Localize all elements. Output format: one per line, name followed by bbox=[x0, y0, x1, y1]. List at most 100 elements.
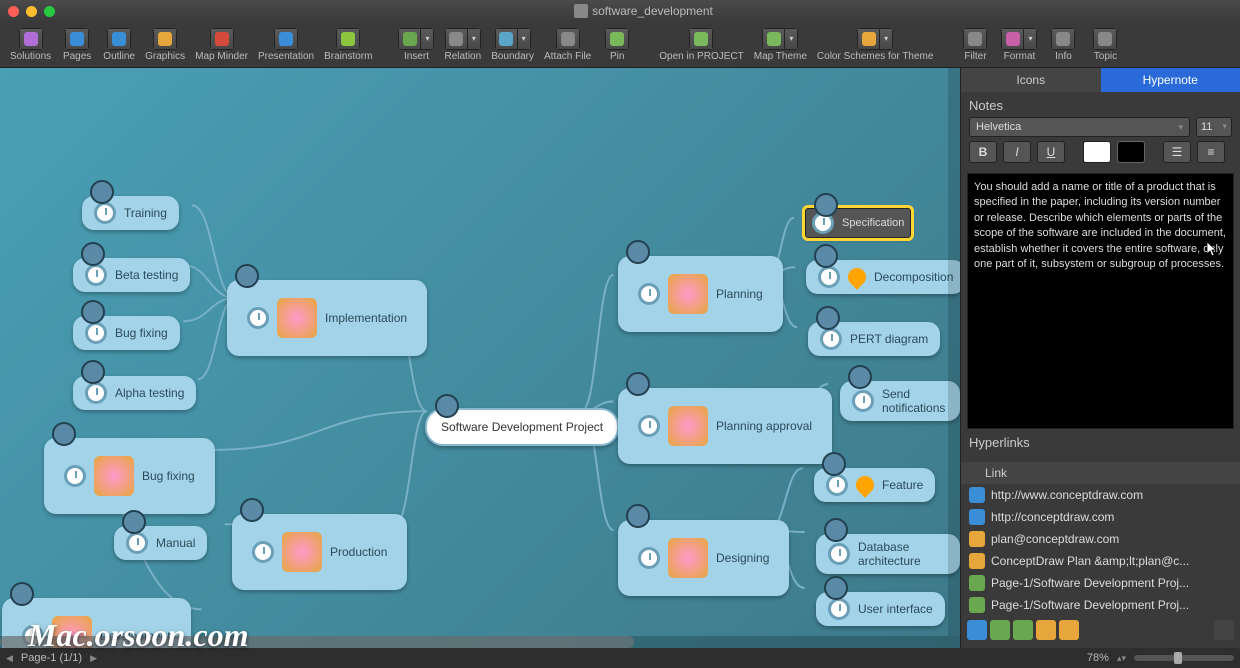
link-toolbar bbox=[961, 616, 1240, 644]
toolbar-colorschemes-button[interactable]: ▾Color Schemes for Theme bbox=[813, 26, 938, 64]
toolbar-boundary-button[interactable]: ▾Boundary bbox=[487, 26, 538, 64]
text-color-button[interactable] bbox=[1083, 141, 1111, 163]
page-next-button[interactable]: ▶ bbox=[90, 653, 97, 664]
node-dbarch[interactable]: Database architecture bbox=[816, 534, 960, 574]
toolbar-attachfile-button[interactable]: Attach File bbox=[540, 26, 595, 64]
toolbar-format-button[interactable]: ▾Format bbox=[997, 26, 1041, 64]
node-label: Training bbox=[124, 206, 167, 220]
link-column-header: Link bbox=[961, 462, 1240, 484]
toolbar-openinproject-button[interactable]: Open in PROJECT bbox=[655, 26, 747, 64]
toolbar-info-button[interactable]: Info bbox=[1043, 26, 1083, 64]
mindmap-canvas[interactable]: Software Development Project Implementati… bbox=[0, 68, 960, 648]
node-training[interactable]: Training bbox=[82, 196, 179, 230]
toolbar-maptheme-button[interactable]: ▾Map Theme bbox=[750, 26, 811, 64]
progress-badge-icon bbox=[10, 582, 34, 606]
toolbar-mapminder-button[interactable]: Map Minder bbox=[191, 26, 252, 64]
align-button[interactable]: ≡ bbox=[1197, 141, 1225, 163]
progress-badge-icon bbox=[235, 264, 259, 288]
node-designing[interactable]: Designing bbox=[618, 520, 789, 596]
hyperlink-row[interactable]: http://www.conceptdraw.com bbox=[961, 484, 1240, 506]
clock-icon bbox=[126, 532, 148, 554]
close-icon[interactable] bbox=[8, 6, 19, 17]
hyperlink-row[interactable]: Page-1/Software Development Proj... bbox=[961, 594, 1240, 616]
window-controls bbox=[8, 6, 55, 17]
zoom-stepper[interactable]: ▴▾ bbox=[1117, 653, 1126, 664]
node-label: PERT diagram bbox=[850, 332, 928, 346]
node-sendnotif[interactable]: Send notifications bbox=[840, 381, 960, 421]
node-decomposition[interactable]: Decomposition bbox=[806, 260, 960, 294]
node-production[interactable]: Production bbox=[232, 514, 407, 590]
tab-icons[interactable]: Icons bbox=[961, 68, 1101, 92]
toolbar-pages-button[interactable]: Pages bbox=[57, 26, 97, 64]
node-root[interactable]: Software Development Project bbox=[425, 408, 619, 446]
hyperlink-row[interactable]: ConceptDraw Plan &amp;lt;plan@c... bbox=[961, 550, 1240, 572]
link-text: plan@conceptdraw.com bbox=[991, 532, 1119, 546]
toolbar-solutions-button[interactable]: Solutions bbox=[6, 26, 55, 64]
list-button[interactable]: ☰ bbox=[1163, 141, 1191, 163]
toolbar-graphics-button[interactable]: Graphics bbox=[141, 26, 189, 64]
toolbar-pin-button[interactable]: Pin bbox=[597, 26, 637, 64]
notes-textarea[interactable]: You should add a name or title of a prod… bbox=[967, 173, 1234, 429]
hyperlink-row[interactable]: http://conceptdraw.com bbox=[961, 506, 1240, 528]
clock-icon bbox=[85, 382, 107, 404]
zoom-icon[interactable] bbox=[44, 6, 55, 17]
document-icon bbox=[574, 4, 588, 18]
node-bugfixing1[interactable]: Bug fixing bbox=[73, 316, 180, 350]
node-alphatesting[interactable]: Alpha testing bbox=[73, 376, 196, 410]
progress-badge-icon bbox=[90, 180, 114, 204]
scrollbar-vertical[interactable] bbox=[948, 68, 960, 636]
clock-icon bbox=[85, 264, 107, 286]
mouse-cursor-icon bbox=[1207, 242, 1219, 258]
toolbar-presentation-button[interactable]: Presentation bbox=[254, 26, 318, 64]
node-userinterface[interactable]: User interface bbox=[816, 592, 945, 626]
topic-illustration-icon bbox=[668, 538, 708, 578]
clock-icon bbox=[852, 390, 874, 412]
underline-button[interactable]: U bbox=[1037, 141, 1065, 163]
toolbar-relation-button[interactable]: ▾Relation bbox=[440, 26, 485, 64]
font-size-select[interactable]: 11▾ bbox=[1196, 117, 1232, 137]
minimize-icon[interactable] bbox=[26, 6, 37, 17]
node-implementation[interactable]: Implementation bbox=[227, 280, 427, 356]
node-bugfixing2[interactable]: Bug fixing bbox=[44, 438, 215, 514]
italic-button[interactable]: I bbox=[1003, 141, 1031, 163]
links-list: http://www.conceptdraw.comhttp://concept… bbox=[961, 484, 1240, 616]
bold-button[interactable]: B bbox=[969, 141, 997, 163]
clock-icon bbox=[828, 598, 850, 620]
add-file-link-icon[interactable] bbox=[1059, 620, 1079, 640]
node-label: Planning approval bbox=[716, 419, 812, 433]
font-family-select[interactable]: Helvetica▾ bbox=[969, 117, 1190, 137]
node-label: Feature bbox=[882, 478, 923, 492]
node-specification[interactable]: Specification bbox=[805, 208, 911, 238]
node-planningapproval[interactable]: Planning approval bbox=[618, 388, 832, 464]
add-mail-link-icon[interactable] bbox=[1036, 620, 1056, 640]
topic-illustration-icon bbox=[94, 456, 134, 496]
progress-badge-icon bbox=[435, 394, 459, 418]
node-label: Manual bbox=[156, 536, 195, 550]
clock-icon bbox=[638, 415, 660, 437]
node-feature[interactable]: Feature bbox=[814, 468, 935, 502]
hyperlink-row[interactable]: Page-1/Software Development Proj... bbox=[961, 572, 1240, 594]
node-manual[interactable]: Manual bbox=[114, 526, 207, 560]
toolbar-filter-button[interactable]: Filter bbox=[955, 26, 995, 64]
scrollbar-horizontal[interactable] bbox=[0, 636, 960, 648]
node-label: Implementation bbox=[325, 311, 407, 325]
clock-icon bbox=[828, 543, 850, 565]
node-betatesting[interactable]: Beta testing bbox=[73, 258, 190, 292]
node-pert[interactable]: PERT diagram bbox=[808, 322, 940, 356]
node-label: Designing bbox=[716, 551, 769, 565]
page-prev-button[interactable]: ◀ bbox=[6, 653, 13, 664]
toolbar-outline-button[interactable]: Outline bbox=[99, 26, 139, 64]
hyperlink-row[interactable]: plan@conceptdraw.com bbox=[961, 528, 1240, 550]
tab-hypernote[interactable]: Hypernote bbox=[1101, 68, 1240, 92]
add-page-link-icon[interactable] bbox=[990, 620, 1010, 640]
zoom-slider[interactable] bbox=[1134, 655, 1234, 661]
bg-color-button[interactable] bbox=[1117, 141, 1145, 163]
toolbar-brainstorm-button[interactable]: Brainstorm bbox=[320, 26, 376, 64]
toolbar-topic-button[interactable]: Topic bbox=[1085, 26, 1125, 64]
toolbar-insert-button[interactable]: ▾Insert bbox=[394, 26, 438, 64]
add-topic-link-icon[interactable] bbox=[1013, 620, 1033, 640]
clock-icon bbox=[252, 541, 274, 563]
node-planning[interactable]: Planning bbox=[618, 256, 783, 332]
add-web-link-icon[interactable] bbox=[967, 620, 987, 640]
edit-link-icon[interactable] bbox=[1214, 620, 1234, 640]
